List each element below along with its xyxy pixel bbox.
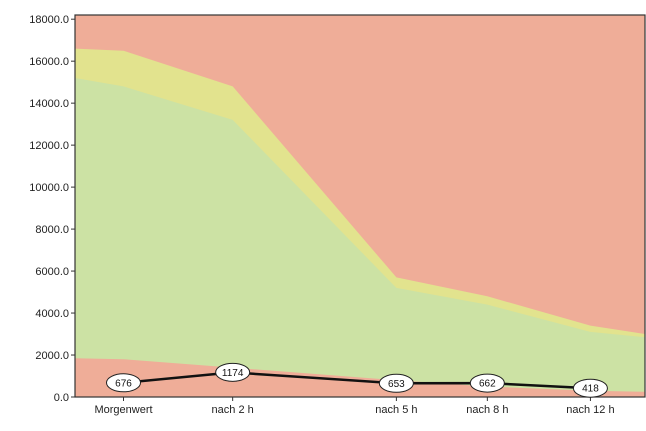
x-category-label: nach 8 h — [466, 404, 508, 416]
y-tick-label: 10000.0 — [29, 182, 69, 194]
data-label: 653 — [388, 379, 405, 390]
y-tick-label: 4000.0 — [35, 308, 69, 320]
data-point — [215, 362, 251, 382]
series-layer: 676 1174 653 662 418 — [106, 362, 608, 398]
y-tick-label: 18000.0 — [29, 14, 69, 26]
y-tick-label: 14000.0 — [29, 98, 69, 110]
plot-frame — [74, 14, 646, 398]
x-category-label: nach 2 h — [212, 404, 254, 416]
bands-layer — [75, 15, 645, 397]
band-1 — [75, 78, 645, 392]
data-label: 1174 — [222, 368, 244, 379]
y-tick-label: 8000.0 — [35, 224, 69, 236]
y-tick-label: 16000.0 — [29, 56, 69, 68]
y-tick-label: 2000.0 — [35, 350, 69, 362]
y-tick-label: 12000.0 — [29, 140, 69, 152]
y-tick-label: 6000.0 — [35, 266, 69, 278]
x-category-label: Morgenwert — [94, 404, 152, 416]
data-point — [106, 373, 142, 393]
x-category-label: nach 12 h — [566, 404, 614, 416]
data-label: 662 — [479, 379, 496, 390]
data-label: 676 — [115, 378, 132, 389]
y-tick-label: 0.0 — [54, 392, 69, 404]
axis-layer: 0.0 2000.0 4000.0 6000.0 8000.0 10000.0 12000.… — [29, 14, 646, 416]
data-point — [378, 373, 414, 393]
x-category-label: nach 5 h — [375, 404, 417, 416]
data-point — [572, 378, 608, 398]
data-point — [469, 373, 505, 393]
data-label: 418 — [582, 384, 599, 395]
